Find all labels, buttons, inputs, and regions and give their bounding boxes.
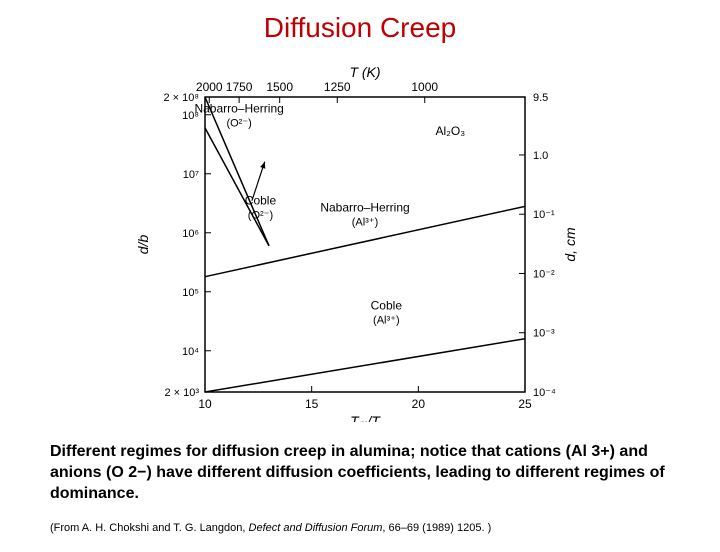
svg-text:10⁷: 10⁷ — [183, 169, 199, 181]
svg-text:10⁻²: 10⁻² — [533, 268, 555, 280]
svg-text:10⁶: 10⁶ — [182, 228, 199, 240]
svg-text:1.0: 1.0 — [533, 150, 548, 162]
svg-text:10⁻¹: 10⁻¹ — [533, 209, 555, 221]
svg-text:1250: 1250 — [324, 80, 351, 94]
svg-text:15: 15 — [305, 397, 319, 411]
svg-text:(O²⁻): (O²⁻) — [248, 210, 273, 222]
svg-text:Tₘ/T: Tₘ/T — [350, 413, 381, 422]
page-title: Diffusion Creep — [0, 12, 720, 44]
svg-text:10⁴: 10⁴ — [182, 346, 199, 358]
source-italic: Defect and Diffusion Forum — [249, 522, 383, 534]
svg-text:Coble: Coble — [371, 299, 403, 313]
svg-text:1750: 1750 — [226, 80, 253, 94]
svg-text:(O²⁻): (O²⁻) — [226, 117, 251, 129]
svg-text:Nabarro–Herring: Nabarro–Herring — [320, 200, 409, 214]
svg-text:20: 20 — [412, 397, 426, 411]
svg-text:d, cm: d, cm — [562, 227, 578, 262]
source-prefix: (From A. H. Chokshi and T. G. Langdon, — [50, 522, 249, 534]
svg-text:10: 10 — [198, 397, 212, 411]
svg-text:2 × 10³: 2 × 10³ — [164, 387, 199, 399]
svg-text:Nabarro–Herring: Nabarro–Herring — [194, 101, 283, 115]
svg-text:d/b: d/b — [135, 235, 151, 255]
svg-text:(Al³⁺): (Al³⁺) — [373, 315, 400, 327]
svg-text:Al₂O₃: Al₂O₃ — [436, 124, 466, 138]
figure-source: (From A. H. Chokshi and T. G. Langdon, D… — [50, 522, 670, 534]
svg-text:Coble: Coble — [245, 194, 277, 208]
svg-text:(Al³⁺): (Al³⁺) — [352, 216, 379, 228]
deformation-map-chart: 10 15 20 25 Tₘ/T 20001750 1500 1250 1000 T (K) 2 ×… — [130, 67, 590, 422]
source-suffix: , 66–69 (1989) 1205. ) — [382, 522, 491, 534]
svg-text:10⁻³: 10⁻³ — [533, 328, 555, 340]
svg-text:10⁻⁴: 10⁻⁴ — [533, 387, 556, 399]
figure-caption: Different regimes for diffusion creep in… — [50, 442, 670, 504]
svg-text:1500: 1500 — [266, 80, 293, 94]
svg-text:9.5: 9.5 — [533, 92, 548, 104]
svg-text:1000: 1000 — [411, 80, 438, 94]
svg-text:2000: 2000 — [196, 80, 223, 94]
svg-text:T (K): T (K) — [349, 67, 380, 80]
svg-text:10⁵: 10⁵ — [182, 287, 199, 299]
svg-text:25: 25 — [518, 397, 532, 411]
